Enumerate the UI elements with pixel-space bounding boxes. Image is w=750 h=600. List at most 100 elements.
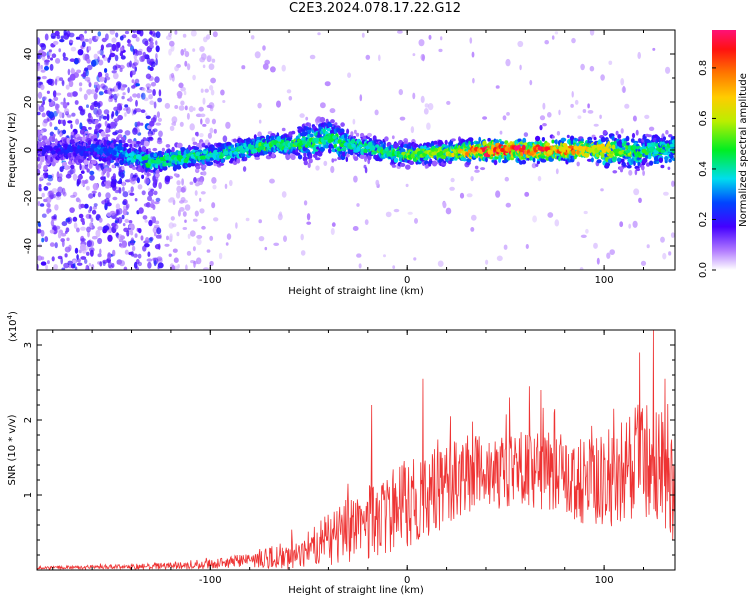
spectrogram-cell	[571, 37, 576, 44]
spectrogram-cell	[148, 94, 154, 100]
spectrogram-cell	[55, 92, 62, 96]
spectrogram-cell	[470, 141, 474, 147]
spectrogram-cell	[580, 234, 587, 238]
spectrogram-cell	[634, 169, 638, 176]
spectrogram-cell	[63, 143, 68, 148]
spectrogram-cell	[171, 264, 176, 270]
spectrogram-cell	[86, 64, 93, 71]
spectrogram-cell	[95, 35, 100, 40]
spectrogram-cell	[323, 160, 328, 166]
spectrogram-cell	[158, 130, 163, 138]
spectrogram-cell	[173, 257, 179, 264]
spectrogram-cell	[121, 214, 125, 220]
spectrogram-cell	[522, 137, 527, 144]
spectrogram-cell	[51, 256, 55, 262]
spectrogram-cell	[111, 263, 115, 268]
spectrogram-cell	[596, 159, 602, 164]
x-tick-label: 0	[404, 575, 410, 586]
spectrogram-cell	[69, 73, 76, 81]
spectrogram-cell	[156, 111, 160, 118]
spectrogram-cell	[407, 211, 413, 215]
spectrogram-cell	[529, 79, 533, 86]
spectrogram-cell	[137, 253, 142, 259]
spectrogram-cell	[110, 180, 117, 188]
spectrogram-cell	[78, 249, 82, 254]
spectrogram-cell	[62, 129, 67, 135]
y-tick-label: 3	[23, 342, 34, 348]
spectrogram-cell	[230, 147, 236, 152]
spectrogram-cell	[433, 140, 438, 145]
spectrogram-cell	[202, 97, 206, 105]
spectrogram-cell	[496, 255, 503, 262]
spectrogram-cell	[124, 218, 129, 223]
spectrogram-cell	[106, 200, 110, 205]
spectrogram-cell	[106, 180, 112, 187]
spectrogram-cell	[133, 109, 137, 115]
spectrogram-cell	[98, 59, 104, 66]
colorbar-tick-label: 0.0	[698, 262, 709, 278]
spectrogram-cell	[187, 144, 191, 151]
spectrogram-cell	[74, 100, 79, 105]
spectrogram-cell	[145, 112, 148, 117]
spectrogram-cell	[176, 165, 182, 170]
spectrogram-cell	[93, 138, 98, 142]
spectrogram-cell	[40, 261, 47, 266]
spectrogram-cell	[611, 135, 615, 141]
spectrogram-cell	[95, 229, 101, 238]
spectrogram-cell	[179, 207, 185, 212]
spectrogram-cell	[582, 109, 587, 113]
spectrogram-cell	[258, 219, 263, 224]
spectrogram-cell	[136, 50, 143, 56]
spectrogram-cell	[95, 110, 100, 118]
spectrogram-cell	[129, 192, 135, 196]
spectrogram-cell	[102, 229, 107, 234]
spectrogram-cell	[383, 254, 386, 258]
spectrogram-cell	[60, 257, 63, 265]
spectrogram-cell	[580, 63, 585, 71]
spectrogram-cell	[449, 157, 453, 162]
spectrogram-cell	[232, 138, 238, 143]
spectrogram-cell	[84, 258, 88, 264]
spectrogram-cell	[412, 92, 416, 100]
spectrogram-cell	[326, 127, 332, 132]
spectrogram-cell	[450, 177, 455, 183]
spectrogram-cell	[303, 160, 308, 166]
spectrogram-cell	[451, 152, 455, 158]
spectrogram-cell	[52, 90, 57, 98]
spectrogram-cells	[37, 30, 675, 270]
spectrogram-cell	[51, 53, 57, 58]
spectrogram-cell	[97, 31, 102, 37]
spectrogram-cell	[375, 179, 380, 186]
spectrogram-cell	[352, 118, 356, 125]
spectrogram-cell	[502, 115, 507, 121]
spectrogram-cell	[351, 143, 356, 148]
spectrogram-cell	[114, 190, 120, 194]
spectrogram-cell	[506, 112, 510, 116]
spectrogram-cell	[668, 158, 672, 163]
spectrogram-cell	[579, 267, 584, 270]
spectrogram-cell	[91, 190, 97, 194]
spectrogram-cell	[128, 220, 133, 224]
spectrogram-cell	[193, 177, 197, 183]
spectrogram-cell	[113, 118, 120, 123]
spectrogram-cell	[280, 139, 285, 144]
spectrogram-cell	[143, 140, 150, 147]
spectrogram-cell	[119, 52, 124, 57]
spectrogram-cell	[148, 136, 153, 140]
spectrogram-cell	[347, 72, 352, 78]
spectrogram-cell	[122, 92, 126, 96]
spectrogram-cell	[71, 112, 76, 117]
spectrogram-cell	[79, 129, 85, 135]
spectrogram-cell	[166, 235, 169, 241]
spectrogram-cell	[541, 137, 546, 142]
spectrogram-cell	[37, 221, 41, 227]
spectrogram-cell	[133, 261, 138, 269]
spectrogram-cell	[174, 65, 180, 72]
spectrogram-cell	[97, 50, 101, 55]
spectrogram-cell	[40, 43, 47, 51]
spectrogram-cell	[97, 71, 103, 78]
spectrogram-cell	[48, 111, 55, 119]
spectrogram-cell	[130, 186, 134, 193]
spectrogram-cell	[62, 56, 69, 61]
spectrogram-cell	[308, 158, 313, 164]
